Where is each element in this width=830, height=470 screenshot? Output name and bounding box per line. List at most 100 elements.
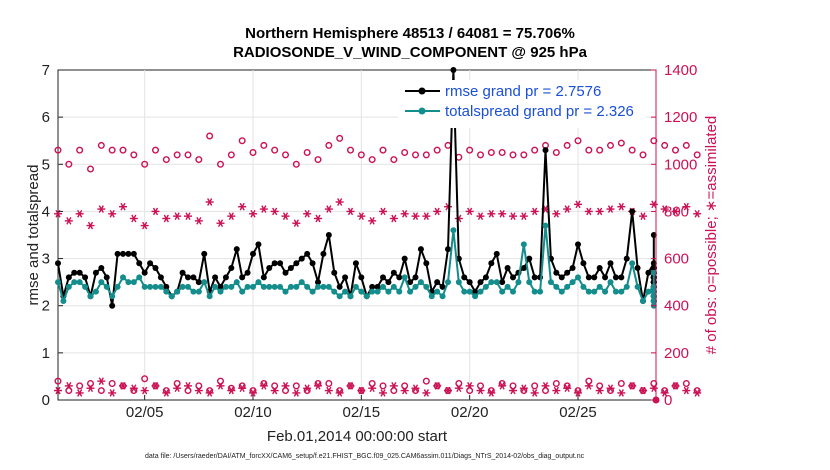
rmse-point xyxy=(239,274,246,281)
asterisk-stroke xyxy=(120,202,126,211)
asterisk-stroke xyxy=(239,202,245,211)
rmse-point xyxy=(163,283,170,290)
totalspread-point xyxy=(634,283,641,290)
asterisk-stroke xyxy=(358,212,364,220)
rmse-point xyxy=(125,250,132,257)
legend: rmse grand pr = 2.7576 totalspread grand… xyxy=(398,80,646,128)
totalspread-point xyxy=(542,222,549,229)
totalspread-point xyxy=(147,283,154,290)
totalspread-point xyxy=(152,283,159,290)
rmse-point xyxy=(450,67,457,73)
rmse-point xyxy=(488,260,495,267)
obs-assimilated-marker xyxy=(444,386,452,395)
totalspread-point xyxy=(287,283,294,290)
totalspread-point xyxy=(428,293,435,300)
asterisk-stroke xyxy=(564,384,570,393)
rmse-point xyxy=(195,279,202,286)
rmse-point xyxy=(434,279,441,286)
asterisk-stroke xyxy=(77,389,83,397)
obs-assimilated-marker xyxy=(628,382,637,390)
rmse-point xyxy=(423,260,430,267)
asterisk-stroke xyxy=(586,382,592,390)
totalspread-point xyxy=(157,283,164,290)
rmse-point xyxy=(282,269,289,276)
totalspread-point xyxy=(537,288,544,295)
obs-possible-marker xyxy=(531,382,539,390)
obs-assimilated-marker xyxy=(693,389,702,397)
totalspread-point xyxy=(477,288,484,295)
totalspread-point xyxy=(504,283,511,290)
rmse-point xyxy=(650,265,657,271)
asterisk-stroke xyxy=(651,384,657,393)
obs-possible-marker xyxy=(162,156,170,164)
obs-assimilated-marker xyxy=(249,389,257,397)
asterisk-stroke xyxy=(272,207,278,216)
rmse-point xyxy=(417,246,424,253)
totalspread-point xyxy=(98,279,105,286)
asterisk-stroke xyxy=(109,389,115,397)
obs-possible-marker xyxy=(86,165,94,173)
obs-possible-marker xyxy=(477,151,485,159)
obs-assimilated-marker xyxy=(314,382,322,390)
legend-spread-label: totalspread grand pr = 2.326 xyxy=(445,103,634,120)
totalspread-point xyxy=(76,279,83,286)
obs-possible-marker xyxy=(639,151,647,159)
rmse-point xyxy=(564,269,571,276)
rmse-point xyxy=(315,279,321,286)
obs-possible-marker xyxy=(433,146,441,154)
obs-possible-marker xyxy=(357,151,365,159)
asterisk-stroke xyxy=(672,382,679,390)
asterisk-stroke xyxy=(391,382,397,390)
x-axis-label: Feb.01,2014 00:00:00 start xyxy=(267,428,448,445)
asterisk-stroke xyxy=(163,389,169,397)
asterisk-stroke xyxy=(185,382,191,390)
obs-assimilated-marker xyxy=(389,214,398,223)
rmse-point xyxy=(607,260,614,267)
obs-assimilated-marker xyxy=(259,382,268,390)
obs-markers xyxy=(54,132,702,404)
obs-assimilated-marker xyxy=(509,386,517,395)
rmse-point xyxy=(98,265,105,271)
obs-possible-marker xyxy=(173,151,181,159)
rmse-point xyxy=(293,260,300,267)
obs-assimilated-marker xyxy=(303,209,312,218)
totalspread-point xyxy=(374,288,381,295)
rmse-point xyxy=(212,274,219,281)
rmse-point xyxy=(358,274,365,281)
asterisk-stroke xyxy=(380,207,386,216)
legend-rmse-marker xyxy=(418,87,426,95)
obs-assimilated-marker xyxy=(411,212,420,220)
obs-possible-marker xyxy=(184,387,192,395)
asterisk-stroke xyxy=(445,386,451,395)
rmse-point xyxy=(445,246,451,253)
asterisk-stroke xyxy=(553,209,559,218)
rmse-point xyxy=(580,260,587,267)
asterisk-stroke xyxy=(402,209,408,218)
obs-assimilated-marker xyxy=(97,205,106,213)
totalspread-point xyxy=(179,283,186,290)
obs-possible-marker xyxy=(65,387,73,395)
totalspread-point xyxy=(553,283,560,290)
totalspread-point xyxy=(174,288,181,295)
obs-possible-marker xyxy=(422,151,430,159)
rmse-point xyxy=(461,274,468,281)
obs-possible-marker xyxy=(466,387,474,395)
rmse-point xyxy=(591,274,598,281)
asterisk-stroke xyxy=(662,389,668,397)
rmse-point xyxy=(250,250,256,257)
obs-assimilated-marker xyxy=(259,205,268,213)
asterisk-stroke xyxy=(651,200,657,209)
asterisk-stroke xyxy=(683,386,689,395)
obs-assimilated-marker xyxy=(476,386,485,395)
obs-possible-marker xyxy=(509,151,517,159)
obs-possible-marker xyxy=(628,146,636,154)
obs-assimilated-marker xyxy=(574,389,582,397)
totalspread-point xyxy=(499,288,506,295)
rmse-point xyxy=(157,274,164,281)
asterisk-stroke xyxy=(369,384,375,393)
obs-possible-marker xyxy=(552,380,560,388)
obs-possible-marker xyxy=(206,132,214,140)
obs-assimilated-marker xyxy=(552,209,561,218)
obs-possible-marker xyxy=(97,141,105,149)
rmse-point xyxy=(623,255,630,262)
